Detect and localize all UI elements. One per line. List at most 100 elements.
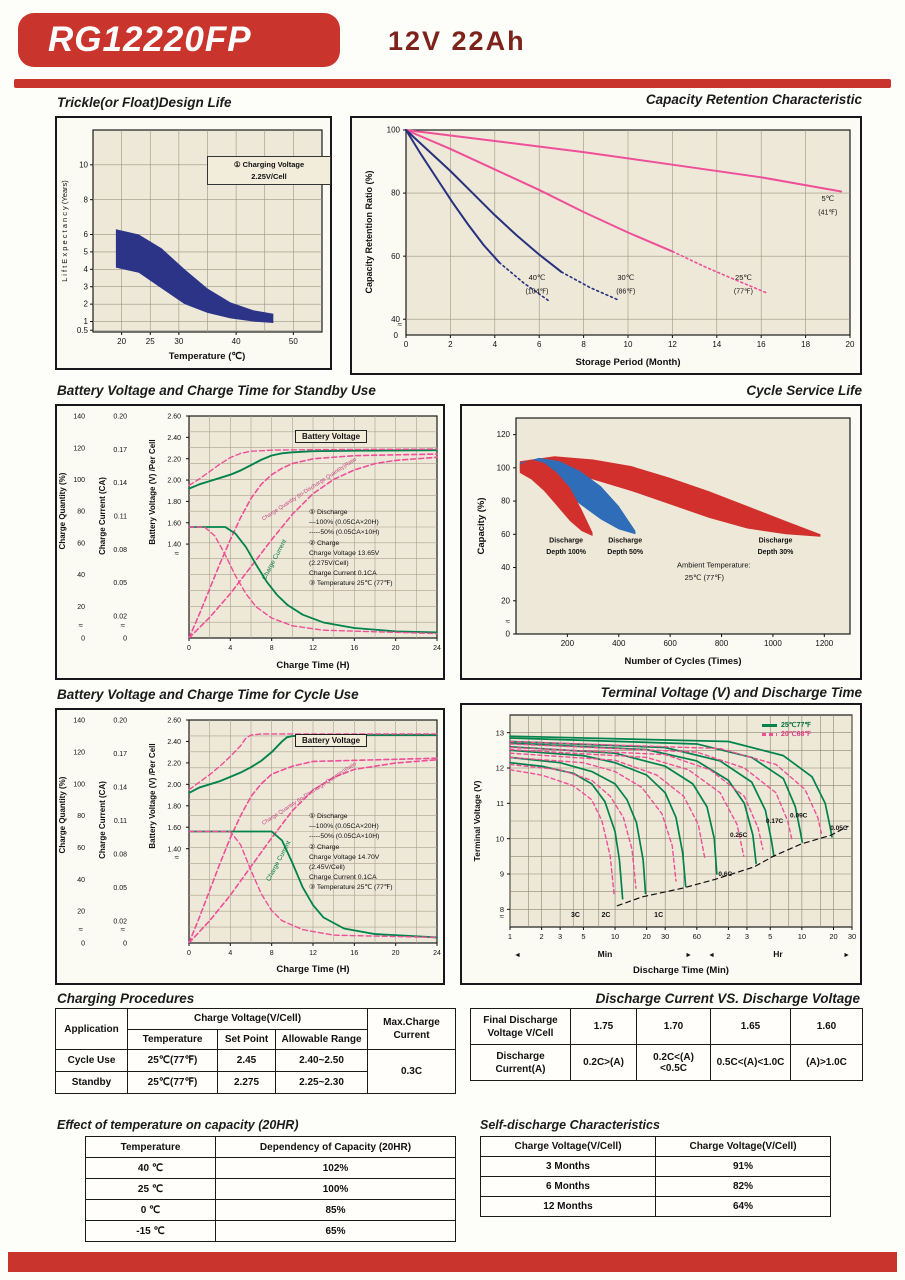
svg-text:Charge Time (H): Charge Time (H)	[276, 660, 349, 671]
table-header: Temperature	[85, 1136, 216, 1158]
svg-text:12: 12	[668, 340, 677, 349]
svg-text:50: 50	[289, 337, 298, 346]
discharge-voltage-table: Final Discharge Voltage V/Cell 1.75 1.70…	[470, 1008, 863, 1081]
svg-text:Number of Cycles (Times): Number of Cycles (Times)	[624, 656, 741, 667]
table-cell: 82%	[655, 1176, 831, 1197]
svg-text:2: 2	[726, 932, 730, 941]
svg-text:4: 4	[228, 645, 232, 652]
svg-text:≈: ≈	[79, 925, 84, 934]
cycle-charge-notes: ① Discharge —100% (0.05CA×20H) -----50% …	[309, 813, 393, 892]
section-title-self-discharge: Self-discharge Characteristics	[480, 1118, 660, 1132]
svg-text:2.00: 2.00	[167, 782, 181, 789]
svg-text:2.20: 2.20	[167, 760, 181, 767]
svg-text:◄: ◄	[708, 952, 715, 959]
table-cell: 2.45	[217, 1049, 276, 1072]
table-header: Charge Voltage(V/Cell)	[480, 1136, 656, 1157]
svg-text:Discharge: Discharge	[759, 538, 793, 545]
table-cell: 0.5C<(A)<1.0C	[710, 1044, 791, 1081]
svg-text:25: 25	[146, 337, 155, 346]
temp-effect-table-wrap: Temperature Dependency of Capacity (20HR…	[85, 1136, 456, 1242]
svg-text:2.20: 2.20	[167, 456, 181, 463]
legend-20c: 20℃68℉	[762, 730, 811, 738]
svg-text:1C: 1C	[654, 912, 663, 919]
table-cell: 91%	[655, 1156, 831, 1177]
table-cell: 1.65	[710, 1008, 791, 1045]
svg-text:Charge Quantity (%): Charge Quantity (%)	[58, 472, 67, 549]
green-line-swatch-icon	[762, 723, 777, 727]
svg-text:10: 10	[79, 160, 88, 169]
table-header: Discharge Current(A)	[470, 1044, 571, 1081]
svg-text:600: 600	[663, 639, 677, 648]
svg-text:3: 3	[558, 932, 562, 941]
model-badge: RG12220FP	[18, 13, 340, 67]
svg-text:2: 2	[540, 932, 544, 941]
table-header: Set Point	[217, 1028, 276, 1050]
svg-text:Charge Current (CA): Charge Current (CA)	[98, 781, 107, 859]
svg-text:5: 5	[84, 247, 89, 256]
table-cell: (A)>1.0C	[790, 1044, 863, 1081]
table-cell: 64%	[655, 1196, 831, 1217]
table-cell: 2.40~2.50	[274, 1049, 369, 1072]
svg-text:80: 80	[77, 813, 85, 820]
svg-text:60: 60	[77, 845, 85, 852]
svg-text:Hr: Hr	[773, 949, 783, 959]
svg-text:20: 20	[846, 340, 855, 349]
svg-text:14: 14	[712, 340, 721, 349]
table-cell: 65%	[215, 1220, 456, 1242]
table-cell: 0.2C>(A)	[570, 1044, 637, 1081]
svg-text:4: 4	[493, 340, 498, 349]
svg-text:L i f t E x p e c t a n c y: L i f t E x p e c t a n c y (Years)	[60, 180, 69, 282]
svg-text:8: 8	[84, 195, 89, 204]
standby-charge-notes: ① Discharge —100% (0.05CA×20H) -----50% …	[309, 509, 393, 588]
legend-25c-label: 25℃77℉	[781, 722, 812, 729]
svg-text:0.14: 0.14	[113, 480, 127, 487]
table-header: Charge Voltage(V/Cell)	[655, 1136, 831, 1157]
svg-text:24: 24	[433, 950, 441, 957]
svg-text:100: 100	[73, 477, 85, 484]
svg-text:0: 0	[123, 636, 127, 643]
svg-text:1.60: 1.60	[167, 825, 181, 832]
svg-text:2: 2	[448, 340, 453, 349]
svg-text:3: 3	[84, 282, 89, 291]
svg-text:30: 30	[848, 932, 856, 941]
svg-text:4: 4	[84, 265, 89, 274]
svg-text:Capacity (%): Capacity (%)	[476, 497, 487, 554]
svg-text:Charge Time (H): Charge Time (H)	[276, 964, 349, 975]
svg-text:0.08: 0.08	[113, 851, 127, 858]
svg-text:12: 12	[309, 645, 317, 652]
svg-text:Terminal Voltage (V): Terminal Voltage (V)	[472, 780, 482, 861]
table-header: Temperature	[127, 1028, 218, 1050]
table-cell: 1.70	[636, 1008, 711, 1045]
svg-text:6: 6	[84, 230, 89, 239]
svg-text:8: 8	[270, 950, 274, 957]
svg-text:1000: 1000	[764, 639, 782, 648]
svg-text:3: 3	[745, 932, 749, 941]
svg-text:►: ►	[843, 952, 850, 959]
table-cell: 1.75	[570, 1008, 637, 1045]
svg-text:Depth 50%: Depth 50%	[607, 549, 644, 556]
section-title-charging-procedures: Charging Procedures	[57, 991, 195, 1006]
table-cell: 102%	[215, 1157, 456, 1179]
svg-text:13: 13	[496, 728, 504, 737]
svg-text:100: 100	[497, 463, 511, 472]
svg-text:4: 4	[228, 950, 232, 957]
svg-text:Min: Min	[598, 949, 613, 959]
section-title-temp-effect: Effect of temperature on capacity (20HR)	[57, 1118, 299, 1132]
table-cell: 1.60	[790, 1008, 863, 1045]
svg-text:100: 100	[387, 126, 401, 135]
svg-text:Depth 100%: Depth 100%	[546, 549, 586, 556]
svg-text:5℃: 5℃	[821, 194, 834, 203]
spec-title: 12V 22Ah	[388, 26, 526, 56]
svg-text:2.40: 2.40	[167, 739, 181, 746]
svg-text:20: 20	[829, 932, 837, 941]
svg-text:(77℉): (77℉)	[734, 288, 753, 295]
svg-text:20: 20	[77, 909, 85, 916]
charging-procedures-table-wrap: Application Charge Voltage(V/Cell) Max.C…	[55, 1008, 457, 1094]
svg-text:2C: 2C	[602, 912, 611, 919]
svg-text:40: 40	[391, 315, 400, 324]
chart-terminal-voltage-discharge-time: 25℃77℉ 20℃68℉ 1 2 3 5 10 20 30 60 2 3 5 10 20 30 13 12 1…	[460, 703, 862, 985]
table-cell: Cycle Use	[55, 1049, 128, 1072]
svg-text:1.60: 1.60	[167, 520, 181, 527]
svg-text:1.40: 1.40	[167, 542, 181, 549]
svg-text:8: 8	[270, 645, 274, 652]
